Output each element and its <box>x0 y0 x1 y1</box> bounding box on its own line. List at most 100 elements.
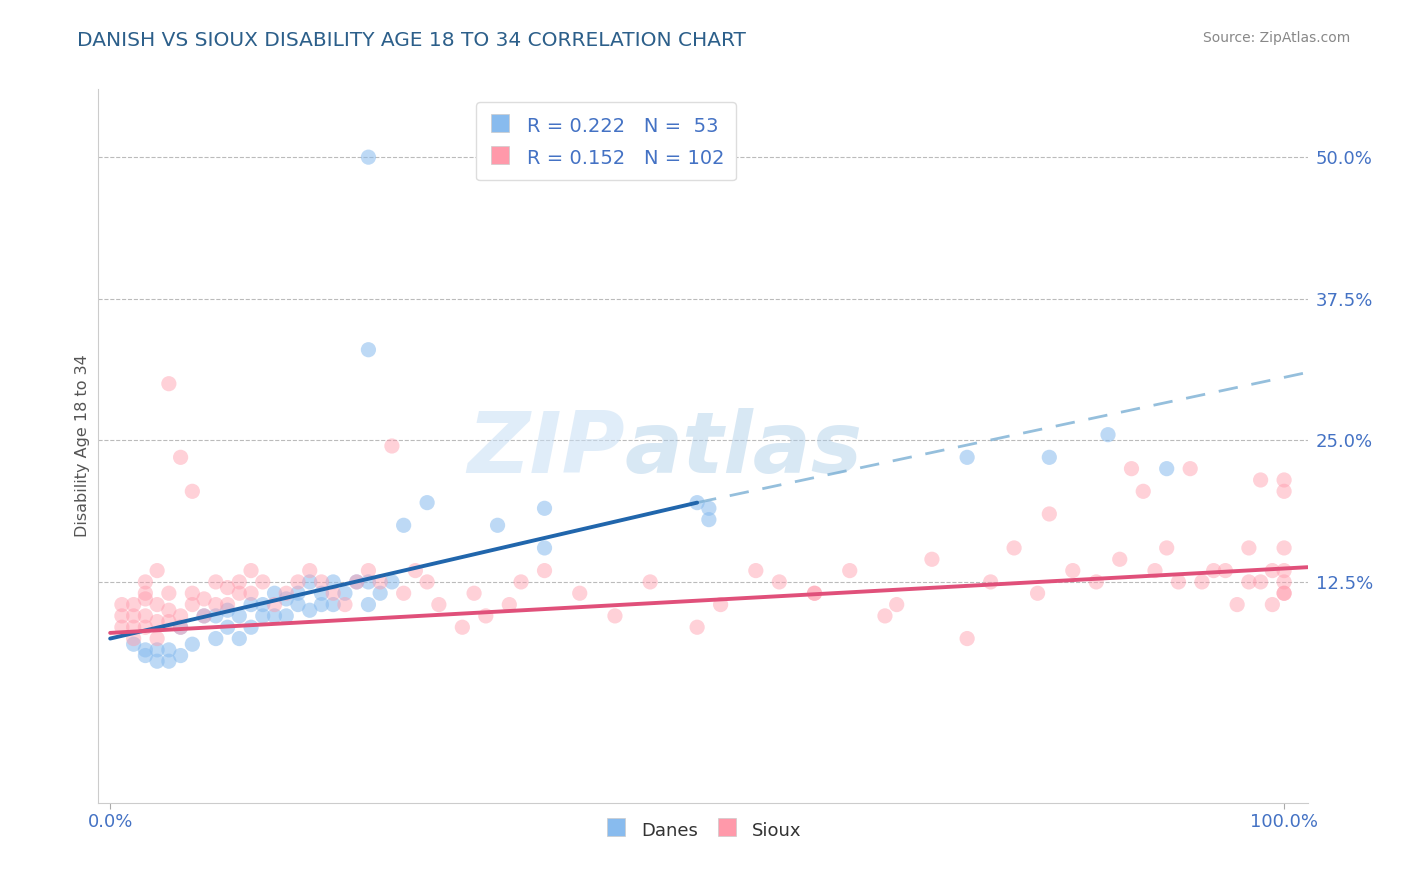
Point <box>157 654 180 668</box>
Point <box>1038 450 1060 465</box>
Point <box>1272 564 1295 578</box>
Point <box>181 598 204 612</box>
Point <box>311 574 333 589</box>
Point <box>333 586 356 600</box>
Point <box>204 574 226 589</box>
Point <box>1272 586 1295 600</box>
Point <box>169 450 191 465</box>
Point <box>451 620 474 634</box>
Point <box>322 574 344 589</box>
Legend: Danes, Sioux: Danes, Sioux <box>598 812 808 847</box>
Point <box>1272 473 1295 487</box>
Point <box>134 586 156 600</box>
Point <box>157 376 180 391</box>
Point <box>956 632 979 646</box>
Point <box>134 608 156 623</box>
Point <box>111 620 134 634</box>
Point <box>146 643 169 657</box>
Point <box>111 598 134 612</box>
Point <box>416 495 439 509</box>
Point <box>368 574 391 589</box>
Y-axis label: Disability Age 18 to 34: Disability Age 18 to 34 <box>75 355 90 537</box>
Point <box>486 518 509 533</box>
Point <box>134 648 156 663</box>
Point <box>287 586 309 600</box>
Point <box>745 564 768 578</box>
Point <box>1272 541 1295 555</box>
Point <box>146 564 169 578</box>
Point <box>357 574 380 589</box>
Point <box>181 586 204 600</box>
Point <box>1121 461 1143 475</box>
Point <box>956 450 979 465</box>
Point <box>193 608 215 623</box>
Point <box>498 598 520 612</box>
Point <box>157 615 180 629</box>
Point <box>1108 552 1130 566</box>
Point <box>1038 507 1060 521</box>
Point <box>276 586 298 600</box>
Point <box>146 632 169 646</box>
Point <box>169 620 191 634</box>
Point <box>287 598 309 612</box>
Point <box>134 591 156 606</box>
Point <box>921 552 943 566</box>
Point <box>181 484 204 499</box>
Point <box>181 637 204 651</box>
Point <box>1085 574 1108 589</box>
Point <box>346 574 368 589</box>
Point <box>122 598 145 612</box>
Point <box>240 598 263 612</box>
Point <box>568 586 591 600</box>
Point <box>357 343 380 357</box>
Point <box>638 574 661 589</box>
Point <box>1202 564 1225 578</box>
Point <box>603 608 626 623</box>
Point <box>873 608 896 623</box>
Point <box>368 586 391 600</box>
Point <box>134 643 156 657</box>
Point <box>1272 574 1295 589</box>
Point <box>686 620 709 634</box>
Point <box>240 564 263 578</box>
Point <box>228 632 250 646</box>
Point <box>157 586 180 600</box>
Point <box>298 603 321 617</box>
Point <box>146 598 169 612</box>
Point <box>157 643 180 657</box>
Point <box>263 598 285 612</box>
Point <box>217 598 239 612</box>
Point <box>533 501 555 516</box>
Text: DANISH VS SIOUX DISABILITY AGE 18 TO 34 CORRELATION CHART: DANISH VS SIOUX DISABILITY AGE 18 TO 34 … <box>77 31 747 50</box>
Point <box>157 603 180 617</box>
Point <box>1062 564 1084 578</box>
Point <box>392 586 415 600</box>
Point <box>217 581 239 595</box>
Point <box>1272 586 1295 600</box>
Point <box>357 598 380 612</box>
Point <box>980 574 1002 589</box>
Point <box>193 591 215 606</box>
Point <box>475 608 498 623</box>
Point <box>1191 574 1213 589</box>
Point <box>1272 484 1295 499</box>
Point <box>298 574 321 589</box>
Text: atlas: atlas <box>624 408 862 491</box>
Point <box>122 608 145 623</box>
Point <box>404 564 426 578</box>
Point <box>1180 461 1202 475</box>
Point <box>1250 574 1272 589</box>
Point <box>169 648 191 663</box>
Point <box>146 615 169 629</box>
Point <box>169 608 191 623</box>
Point <box>427 598 450 612</box>
Point <box>263 586 285 600</box>
Point <box>228 574 250 589</box>
Point <box>228 608 250 623</box>
Point <box>333 598 356 612</box>
Point <box>392 518 415 533</box>
Point <box>381 439 404 453</box>
Point <box>1215 564 1237 578</box>
Point <box>122 620 145 634</box>
Point <box>463 586 485 600</box>
